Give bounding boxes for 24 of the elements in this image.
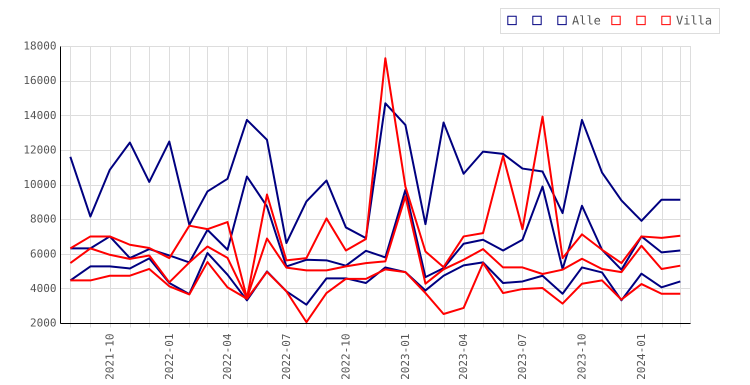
x-tick-label: 2022-01 — [162, 334, 176, 380]
y-tick-label: 6000 — [30, 247, 56, 260]
line-series — [69, 176, 682, 278]
y-tick-label: 12000 — [23, 143, 56, 156]
legend-label: Alle — [572, 13, 601, 28]
y-tick-label: 18000 — [23, 40, 56, 52]
y-tick-label: 2000 — [30, 316, 56, 330]
legend-label: Villa — [676, 13, 712, 28]
x-tick-label: 2023-04 — [457, 333, 470, 380]
x-tick-label: 2024-01 — [634, 334, 648, 380]
y-tick-label: 16000 — [23, 74, 56, 88]
y-tick-label: 10000 — [23, 178, 56, 191]
x-tick-label: 2022-07 — [280, 334, 293, 380]
y-tick-label: 4000 — [30, 282, 56, 295]
x-tick-label: 2023-01 — [398, 334, 412, 380]
line-series — [69, 252, 682, 306]
x-tick-label: 2023-10 — [575, 334, 588, 380]
y-tick-label: 14000 — [23, 108, 56, 122]
y-tick-label: 8000 — [30, 212, 56, 226]
line-series — [69, 102, 682, 244]
x-tick-label: 2023-07 — [516, 334, 529, 380]
x-tick-label: 2022-10 — [339, 334, 352, 380]
x-tick-label: 2022-04 — [221, 333, 234, 380]
x-tick-label: 2021-10 — [103, 334, 116, 380]
